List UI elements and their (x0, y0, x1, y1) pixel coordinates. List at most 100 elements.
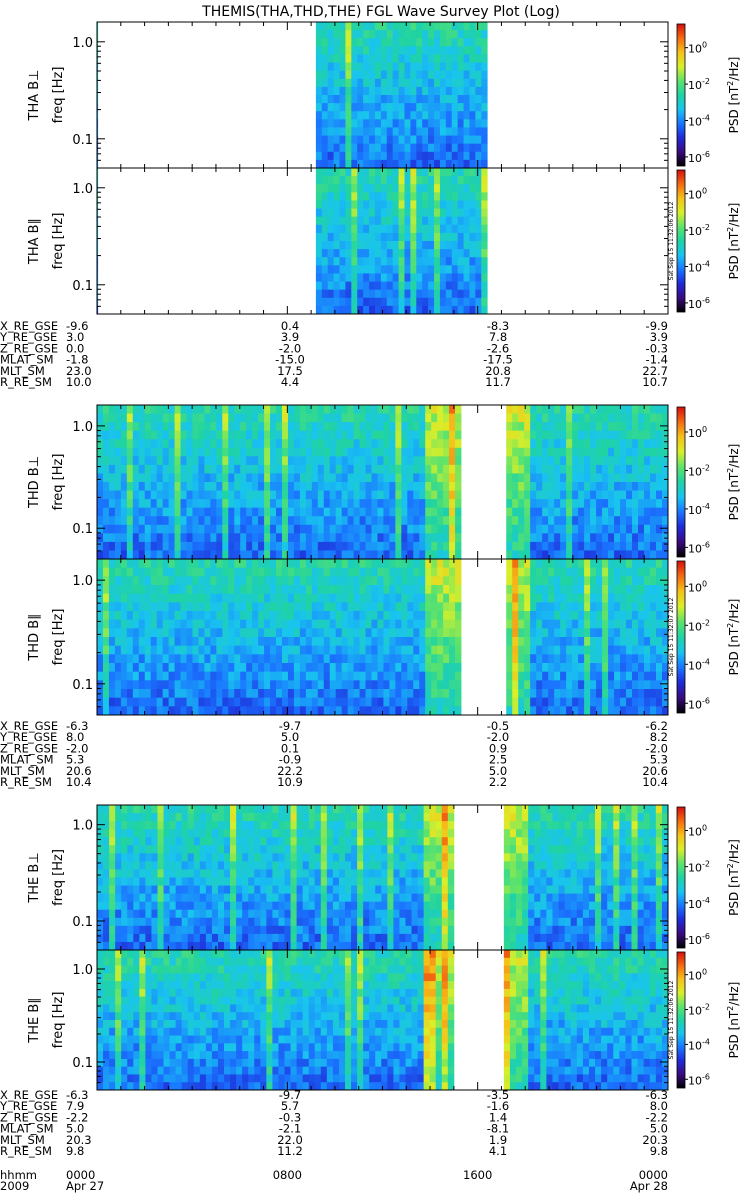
spectrogram-cell (222, 439, 229, 449)
spectrogram-cell (572, 680, 579, 690)
spectrogram-cell (620, 576, 627, 586)
spectrogram-cell (431, 405, 438, 414)
spectrogram-cell (524, 628, 531, 638)
spectrogram-cell (351, 257, 358, 266)
spectrogram-cell (329, 413, 337, 423)
spectrogram-cell (327, 54, 335, 63)
spectrogram-cell (463, 216, 470, 226)
spectrogram-cell (121, 829, 128, 838)
spectrogram-cell (323, 576, 331, 586)
spectrogram-cell (632, 680, 639, 690)
spectrogram-cell (455, 559, 462, 569)
spectrogram-cell (246, 413, 253, 423)
spectrogram-cell (222, 706, 229, 716)
spectrogram-cell (281, 576, 289, 586)
spectrogram-cell (401, 550, 408, 560)
spectrogram-cell (445, 119, 453, 128)
spectrogram-cell (398, 143, 405, 153)
spectrogram-cell (114, 637, 122, 647)
spectrogram-cell (228, 602, 235, 612)
spectrogram-cell (437, 671, 444, 681)
spectrogram-cell (380, 168, 388, 177)
spectrogram-cell (163, 941, 170, 951)
spectrogram-cell (449, 430, 456, 440)
spectrogram-cell (548, 456, 555, 466)
spectrogram-cell (222, 602, 229, 612)
spectrogram-cell (246, 619, 253, 629)
spectrogram-cell (144, 593, 152, 603)
spectrogram-cell (656, 490, 663, 500)
spectrogram-cell (311, 499, 319, 509)
spectrogram-cell (638, 456, 645, 466)
spectrogram-cell (481, 151, 488, 161)
spectrogram-cell (656, 422, 663, 432)
spectrogram-cell (451, 38, 459, 47)
spectrogram-cell (434, 46, 441, 55)
spectrogram-cell (180, 422, 187, 432)
spectrogram-cell (422, 78, 429, 88)
spectrogram-cell (217, 829, 225, 838)
spectrogram-cell (369, 224, 376, 234)
spectrogram-cell (157, 877, 164, 886)
spectrogram-cell (363, 168, 370, 177)
spectrogram-cell (347, 680, 354, 690)
spectrogram-cell (578, 654, 585, 664)
spectrogram-cell (192, 637, 199, 647)
spectrogram-cell (416, 305, 423, 315)
spectrogram-cell (186, 533, 193, 543)
spectrogram-cell (192, 593, 199, 603)
spectrogram-cell (614, 422, 621, 432)
spectrogram-cell (626, 697, 633, 707)
spectrogram-cell (457, 273, 464, 282)
spectrogram-cell (369, 289, 376, 299)
spectrogram-cell (270, 645, 277, 655)
spectrogram-cell (431, 550, 438, 560)
spectrogram-cell (608, 628, 615, 638)
spectrogram-cell (222, 559, 229, 569)
spectrogram-cell (662, 637, 669, 647)
spectrogram-cell (114, 533, 122, 543)
spectrogram-cell (270, 567, 277, 577)
spectrogram-cell (395, 464, 402, 474)
spectrogram-cell (234, 671, 241, 681)
spectrogram-cell (144, 430, 152, 440)
spectrogram-cell (481, 176, 488, 185)
spectrogram-cell (246, 689, 253, 699)
spectrogram-cell (293, 490, 301, 500)
spectrogram-cell (210, 559, 217, 569)
spectrogram-cell (345, 168, 352, 177)
spectrogram-cell (369, 257, 376, 266)
spectrogram-cell (398, 103, 405, 112)
spectrogram-cell (217, 901, 225, 911)
spectrogram-cell (145, 805, 152, 814)
spectrogram-cell (126, 645, 134, 655)
spectrogram-cell (365, 602, 372, 612)
spectrogram-cell (380, 208, 388, 218)
spectrogram-cell (443, 430, 450, 440)
spectrogram-cell (560, 680, 567, 690)
spectrogram-cell (252, 689, 259, 699)
spectrogram-cell (434, 111, 441, 120)
spectrogram-cell (264, 430, 271, 440)
spectrogram-cell (644, 482, 651, 491)
spectrogram-cell (656, 447, 663, 457)
spectrogram-cell (457, 305, 464, 315)
spectrogram-cell (650, 422, 657, 432)
spectrogram-cell (386, 200, 394, 209)
spectrogram-cell (425, 413, 432, 423)
spectrogram-cell (186, 550, 193, 560)
spectrogram-cell (311, 593, 319, 603)
spectrogram-cell (530, 637, 537, 647)
spectrogram-cell (216, 576, 223, 586)
spectrogram-cell (389, 516, 396, 526)
spectrogram-cell (656, 482, 663, 491)
spectrogram-cell (584, 559, 591, 569)
spectrogram-cell (216, 637, 223, 647)
spectrogram-cell (204, 473, 211, 483)
spectrogram-cell (398, 46, 405, 55)
spectrogram-cell (530, 654, 537, 664)
spectrogram-cell (596, 422, 603, 432)
spectrogram-cell (210, 550, 217, 560)
spectrogram-cell (425, 524, 432, 534)
spectrogram-cell (351, 297, 358, 307)
